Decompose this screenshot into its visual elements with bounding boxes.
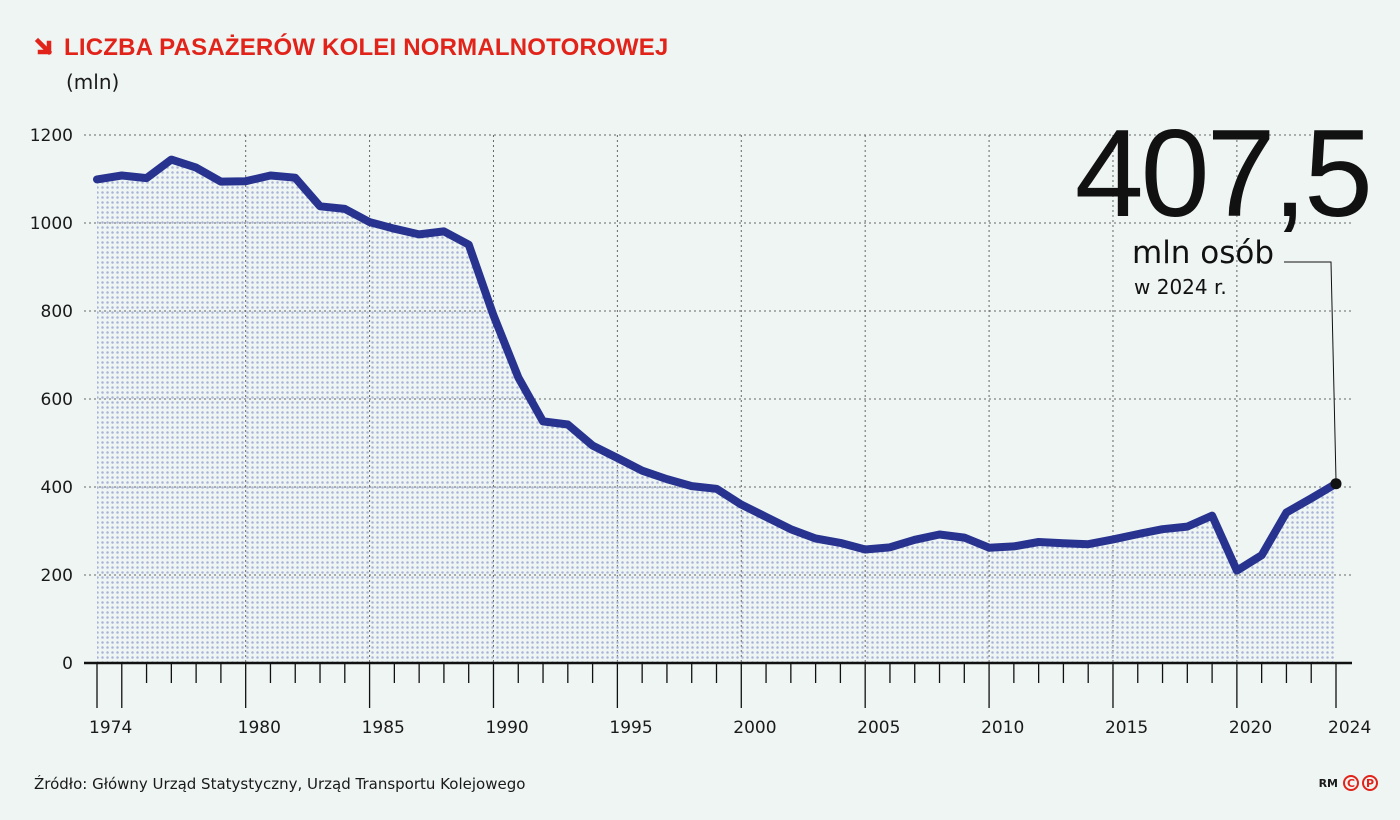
data-point-2022 [1284, 511, 1288, 515]
data-point-2013 [1061, 541, 1065, 545]
data-point-1989 [467, 243, 471, 247]
x-tick-label: 2005 [857, 718, 900, 738]
data-point-1996 [640, 469, 644, 473]
data-point-2017 [1161, 527, 1165, 531]
data-point-1982 [293, 176, 297, 180]
data-point-2009 [962, 536, 966, 540]
data-point-1978 [194, 166, 198, 170]
data-point-1991 [516, 375, 520, 379]
data-point-1988 [442, 229, 446, 233]
data-point-1993 [566, 423, 570, 427]
data-point-2002 [789, 527, 793, 531]
data-point-1998 [690, 484, 694, 488]
callout-dot [1330, 478, 1342, 490]
source-note: Źródło: Główny Urząd Statystyczny, Urząd… [34, 775, 526, 793]
data-point-2001 [764, 515, 768, 519]
data-point-1976 [145, 176, 149, 180]
y-tick-label: 200 [41, 566, 73, 586]
data-point-2016 [1136, 532, 1140, 536]
y-tick-label: 600 [41, 390, 73, 410]
y-axis: 0 200 400 600 800 1000 1200 [30, 126, 73, 674]
callout-leader-line [1284, 261, 1337, 480]
data-point-2011 [1012, 544, 1016, 548]
data-point-1997 [665, 477, 669, 481]
series-line [93, 155, 1340, 575]
data-point-1985 [368, 220, 372, 224]
data-point-1984 [343, 207, 347, 211]
data-point-2020 [1235, 569, 1239, 573]
x-tick-label: 1974 [89, 718, 132, 738]
data-point-1994 [591, 444, 595, 448]
y-tick-label: 0 [62, 654, 73, 674]
x-tick-label: 2024 [1328, 718, 1371, 738]
data-point-2019 [1210, 514, 1214, 518]
publisher-logo: RM C P [1319, 775, 1378, 791]
title-text: LICZBA PASAŻERÓW KOLEI NORMALNOTOROWEJ [64, 34, 669, 61]
data-point-1995 [615, 456, 619, 460]
x-tick-label: 1995 [609, 718, 652, 738]
data-point-2003 [814, 536, 818, 540]
copyright-icon: C [1343, 775, 1359, 791]
data-point-1999 [715, 487, 719, 491]
x-tick-label: 1990 [485, 718, 528, 738]
data-point-1990 [491, 313, 495, 317]
data-point-1992 [541, 419, 545, 423]
x-tick-label: 2015 [1105, 718, 1148, 738]
p-icon: P [1362, 775, 1378, 791]
data-point-2018 [1185, 525, 1189, 529]
data-point-1983 [318, 204, 322, 208]
data-point-1979 [219, 180, 223, 184]
y-tick-label: 1000 [30, 214, 73, 234]
x-tick-label: 2000 [733, 718, 776, 738]
data-point-2012 [1037, 540, 1041, 544]
callout-year: w 2024 r. [1134, 275, 1227, 299]
data-point-1974 [95, 177, 99, 181]
data-point-2004 [838, 541, 842, 545]
callout-unit: mln osób [1132, 235, 1274, 271]
unit-label: (mln) [66, 70, 120, 94]
logo-rm-text: RM [1318, 776, 1338, 790]
data-point-1980 [244, 179, 248, 183]
y-tick-label: 1200 [30, 126, 73, 146]
data-point-1977 [169, 158, 173, 162]
x-axis: 1974 1980 1985 1990 1995 2000 2005 2010 2015 2020… [84, 661, 1371, 738]
x-tick-label: 1980 [238, 718, 281, 738]
y-tick-label: 800 [41, 302, 73, 322]
data-point-1986 [392, 227, 396, 231]
data-point-2023 [1309, 496, 1313, 500]
data-point-1975 [120, 173, 124, 177]
data-point-1987 [417, 232, 421, 236]
x-tick-label: 2010 [981, 718, 1024, 738]
data-point-2005 [863, 547, 867, 551]
data-point-2021 [1260, 553, 1264, 557]
y-tick-label: 400 [41, 478, 73, 498]
x-tick-label: 2020 [1229, 718, 1272, 738]
chart-title: LICZBA PASAŻERÓW KOLEI NORMALNOTOROWEJ [34, 34, 668, 62]
data-point-2000 [739, 503, 743, 507]
data-point-2008 [938, 533, 942, 537]
callout: 407,5 mln osób w 2024 r. [1075, 105, 1373, 490]
data-point-2006 [888, 545, 892, 549]
data-point-2015 [1111, 537, 1115, 541]
data-point-1981 [268, 173, 272, 177]
area-fill [97, 159, 1336, 663]
data-point-2014 [1086, 542, 1090, 546]
callout-value: 407,5 [1075, 105, 1370, 243]
data-point-2007 [913, 538, 917, 542]
x-tick-label: 1985 [362, 718, 405, 738]
arrow-down-right-icon [34, 37, 53, 56]
data-point-2010 [987, 546, 991, 550]
